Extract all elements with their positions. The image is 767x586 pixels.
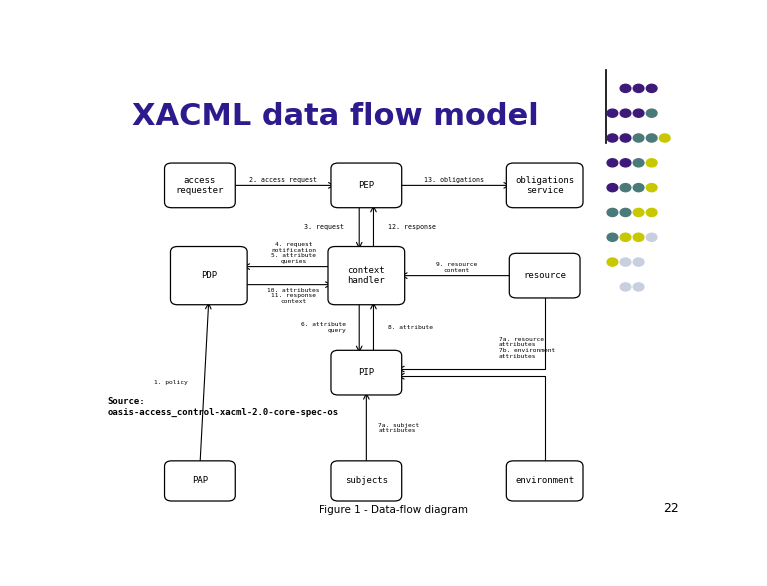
FancyBboxPatch shape bbox=[331, 350, 402, 395]
Circle shape bbox=[647, 233, 657, 241]
Text: PIP: PIP bbox=[358, 368, 374, 377]
Circle shape bbox=[607, 134, 617, 142]
Circle shape bbox=[634, 84, 644, 93]
Text: 3. request: 3. request bbox=[304, 224, 344, 230]
Circle shape bbox=[634, 134, 644, 142]
Text: 10. attributes
11. response
context: 10. attributes 11. response context bbox=[267, 288, 320, 304]
FancyBboxPatch shape bbox=[509, 253, 580, 298]
Circle shape bbox=[607, 183, 617, 192]
Circle shape bbox=[647, 134, 657, 142]
Circle shape bbox=[647, 109, 657, 117]
FancyBboxPatch shape bbox=[165, 461, 235, 501]
Text: access
requester: access requester bbox=[176, 176, 224, 195]
Circle shape bbox=[621, 258, 631, 266]
FancyBboxPatch shape bbox=[170, 247, 247, 305]
Text: context
handler: context handler bbox=[347, 266, 385, 285]
Text: resource: resource bbox=[523, 271, 566, 280]
Circle shape bbox=[634, 209, 644, 216]
Circle shape bbox=[621, 183, 631, 192]
Circle shape bbox=[647, 84, 657, 93]
Circle shape bbox=[634, 258, 644, 266]
Circle shape bbox=[647, 209, 657, 216]
Text: 7a. subject
attributes: 7a. subject attributes bbox=[378, 423, 420, 433]
Circle shape bbox=[634, 233, 644, 241]
Circle shape bbox=[634, 183, 644, 192]
Circle shape bbox=[607, 109, 617, 117]
FancyBboxPatch shape bbox=[506, 461, 583, 501]
Circle shape bbox=[621, 233, 631, 241]
Text: 4. request
notification
5. attribute
queries: 4. request notification 5. attribute que… bbox=[271, 242, 316, 264]
Text: 12. response: 12. response bbox=[388, 224, 436, 230]
Text: environment: environment bbox=[515, 476, 574, 485]
FancyBboxPatch shape bbox=[331, 163, 402, 207]
Text: 8. attribute: 8. attribute bbox=[388, 325, 433, 330]
Text: subjects: subjects bbox=[345, 476, 388, 485]
Circle shape bbox=[660, 134, 670, 142]
Text: 22: 22 bbox=[663, 502, 679, 515]
Circle shape bbox=[634, 283, 644, 291]
Text: PDP: PDP bbox=[201, 271, 217, 280]
Text: PEP: PEP bbox=[358, 181, 374, 190]
Text: 1. policy: 1. policy bbox=[154, 380, 188, 385]
Text: 2. access request: 2. access request bbox=[249, 177, 317, 183]
Text: XACML data flow model: XACML data flow model bbox=[132, 102, 538, 131]
Text: 6. attribute
query: 6. attribute query bbox=[301, 322, 346, 333]
Circle shape bbox=[634, 109, 644, 117]
Circle shape bbox=[607, 159, 617, 167]
Circle shape bbox=[634, 159, 644, 167]
Circle shape bbox=[647, 159, 657, 167]
Circle shape bbox=[607, 258, 617, 266]
FancyBboxPatch shape bbox=[331, 461, 402, 501]
Text: 13. obligations: 13. obligations bbox=[424, 177, 484, 183]
Circle shape bbox=[621, 283, 631, 291]
Text: PAP: PAP bbox=[192, 476, 208, 485]
Circle shape bbox=[607, 233, 617, 241]
Text: 9. resource
content: 9. resource content bbox=[436, 262, 478, 273]
Circle shape bbox=[621, 209, 631, 216]
Text: obligations
service: obligations service bbox=[515, 176, 574, 195]
Text: Figure 1 - Data-flow diagram: Figure 1 - Data-flow diagram bbox=[318, 505, 468, 515]
Circle shape bbox=[647, 183, 657, 192]
Circle shape bbox=[621, 159, 631, 167]
Circle shape bbox=[607, 209, 617, 216]
FancyBboxPatch shape bbox=[165, 163, 235, 207]
FancyBboxPatch shape bbox=[328, 247, 405, 305]
FancyBboxPatch shape bbox=[506, 163, 583, 207]
Text: 7a. resource
attributes
7b. environment
attributes: 7a. resource attributes 7b. environment … bbox=[499, 336, 555, 359]
Circle shape bbox=[621, 84, 631, 93]
Circle shape bbox=[621, 134, 631, 142]
Circle shape bbox=[621, 109, 631, 117]
Text: Source:
oasis-access_control-xacml-2.0-core-spec-os: Source: oasis-access_control-xacml-2.0-c… bbox=[107, 397, 339, 417]
